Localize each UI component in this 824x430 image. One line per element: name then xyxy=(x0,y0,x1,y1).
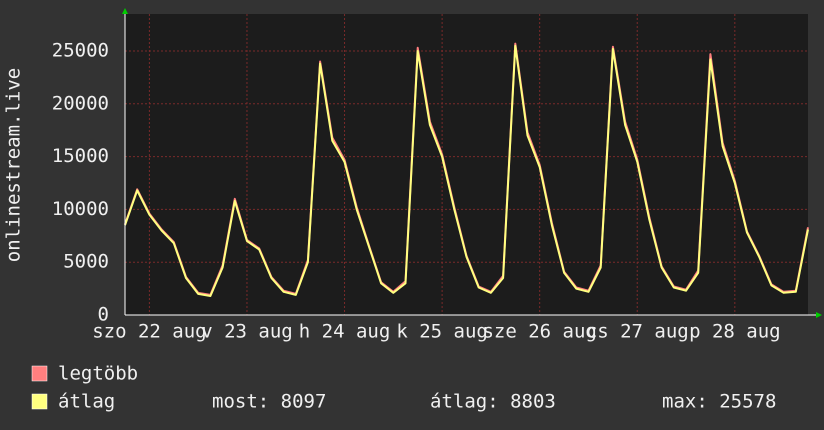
legend-swatch xyxy=(31,365,48,382)
x-tick-label: v 23 aug xyxy=(201,321,293,343)
stat-text: max: 25578 xyxy=(662,391,776,413)
y-tick-label: 20000 xyxy=(52,92,109,114)
legend-label: átlag xyxy=(58,391,115,413)
x-tick-label: cs 27 aug xyxy=(586,321,689,343)
y-tick-label: 15000 xyxy=(52,145,109,167)
x-tick-label: k 25 aug xyxy=(396,321,488,343)
stat-text: átlag: 8803 xyxy=(430,391,556,413)
x-tick-label: p 28 aug xyxy=(689,321,781,343)
legend-swatch xyxy=(31,393,48,410)
x-tick-label: szo 22 aug xyxy=(92,321,206,343)
x-tick-label: h 24 aug xyxy=(299,321,391,343)
legend: legtöbb átlag most: 8097 átlag: 8803 max: 25… xyxy=(31,363,776,413)
y-axis-label: onlinestream.live xyxy=(3,68,25,262)
y-tick-label: 25000 xyxy=(52,39,109,61)
legend-label: legtöbb xyxy=(58,363,138,385)
y-tick-label: 10000 xyxy=(52,198,109,220)
y-arrow xyxy=(122,8,128,14)
x-arrow xyxy=(816,312,822,318)
y-tick-label: 0 xyxy=(98,304,109,326)
stat-text: most: 8097 xyxy=(212,391,326,413)
x-tick-label: sze 26 aug xyxy=(482,321,596,343)
series-line xyxy=(124,44,809,297)
plot-area xyxy=(125,14,808,315)
y-tick-label: 5000 xyxy=(63,251,109,273)
